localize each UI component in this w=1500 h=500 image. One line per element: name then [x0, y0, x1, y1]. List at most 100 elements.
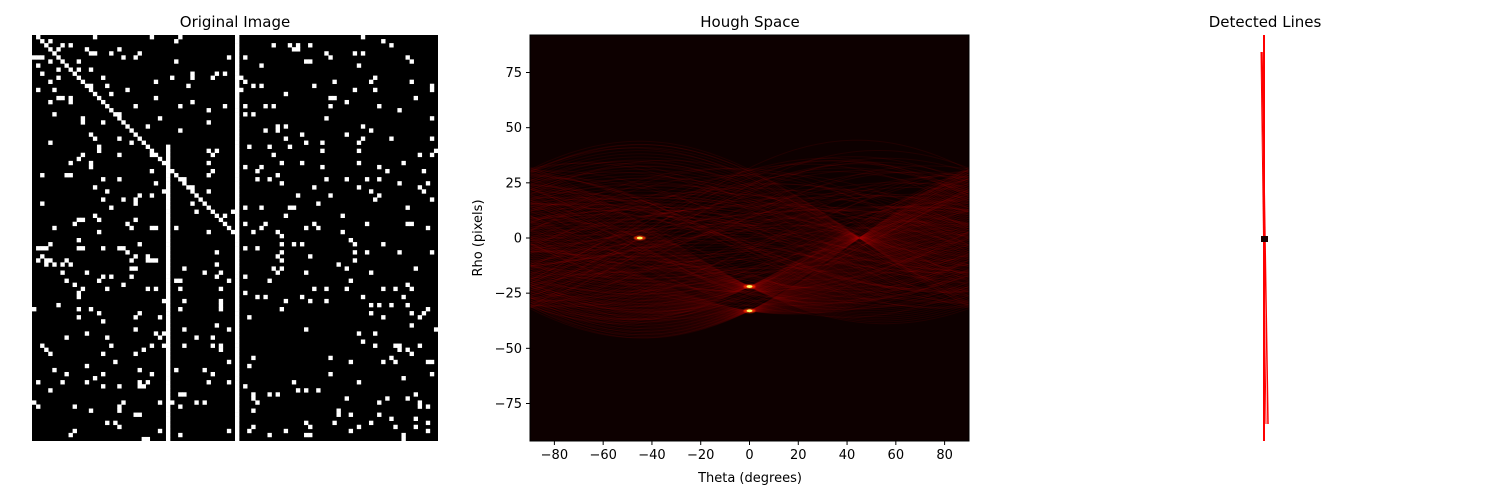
pixel: [165, 262, 171, 267]
pixel: [48, 242, 53, 247]
pixel: [405, 221, 410, 227]
pixel: [429, 371, 435, 377]
hough-curve: [530, 202, 969, 273]
hough-curve: [530, 211, 969, 289]
pixel: [194, 335, 199, 340]
pixel: [149, 193, 155, 198]
pixel: [178, 392, 183, 397]
pixel: [275, 270, 280, 275]
pixel: [235, 392, 240, 397]
pixel: [259, 205, 264, 210]
pixel: [32, 55, 37, 60]
pixel: [393, 286, 398, 292]
pixel: [295, 43, 301, 48]
pixel: [251, 392, 256, 397]
hough-curve: [530, 167, 969, 284]
hough-curve: [530, 233, 969, 245]
pixel: [165, 436, 171, 442]
pixel: [165, 189, 171, 194]
pixel: [88, 51, 94, 56]
pixel: [165, 416, 171, 421]
hough-curve: [530, 191, 969, 255]
pixel: [377, 104, 382, 109]
pixel: [429, 83, 435, 89]
pixel: [239, 75, 244, 80]
hough-curve: [530, 207, 969, 267]
pixel: [210, 209, 215, 214]
pixel: [68, 262, 73, 267]
pixel: [356, 148, 362, 154]
hough-curve: [530, 206, 969, 256]
pixel: [389, 355, 394, 361]
pixel: [235, 319, 240, 324]
pixel: [48, 47, 53, 52]
pixel: [235, 371, 240, 377]
pixel: [198, 197, 203, 202]
pixel: [68, 432, 73, 438]
pixel: [235, 209, 240, 214]
hough-curve: [530, 156, 969, 294]
hough-curve: [530, 182, 969, 287]
pixel: [235, 355, 240, 361]
hough-curve: [530, 186, 969, 311]
hough-curve: [530, 147, 969, 303]
pixel: [235, 323, 240, 328]
pixel: [425, 420, 431, 426]
pixel: [271, 152, 276, 158]
pixel: [137, 193, 142, 198]
pixel: [125, 87, 130, 93]
pixel: [348, 412, 354, 417]
pixel: [218, 286, 224, 292]
hough-curve: [530, 163, 969, 268]
pixel: [235, 359, 240, 365]
pixel: [96, 217, 102, 223]
hough-curve: [530, 168, 969, 287]
pixel: [64, 258, 69, 263]
pixel: [352, 87, 358, 93]
hough-curve: [530, 165, 969, 287]
pixel: [401, 432, 406, 438]
pixel: [255, 294, 260, 300]
pixel: [178, 307, 183, 312]
hough-curve: [530, 179, 969, 307]
pixel: [109, 343, 114, 348]
pixel: [235, 39, 240, 44]
hough-curve: [530, 209, 969, 254]
pixel: [235, 250, 240, 255]
hough-curve: [530, 183, 969, 276]
pixel: [235, 254, 240, 259]
pixel: [52, 87, 57, 93]
pixel: [105, 189, 110, 194]
pixel: [299, 132, 305, 137]
pixel: [190, 189, 195, 194]
pixel: [235, 217, 240, 223]
pixel: [165, 408, 171, 413]
pixel: [129, 128, 134, 133]
pixel: [48, 140, 53, 145]
pixel: [429, 87, 435, 93]
pixel: [364, 221, 370, 227]
pixel: [174, 225, 179, 231]
hough-curve: [530, 170, 969, 307]
pixel: [271, 266, 276, 271]
pixel: [235, 104, 240, 109]
pixel: [202, 400, 207, 405]
pixel: [235, 266, 240, 271]
pixel: [80, 116, 86, 121]
pixel: [312, 286, 317, 292]
hough-curve: [530, 214, 969, 306]
pixel: [239, 87, 244, 93]
pixel: [133, 132, 138, 137]
hough-curve: [530, 203, 969, 244]
hough-curve: [530, 218, 969, 252]
pixel: [64, 63, 69, 68]
hough-background: [530, 35, 969, 441]
pixel: [52, 367, 57, 373]
pixel: [235, 388, 240, 393]
pixel: [96, 278, 102, 283]
pixel: [279, 307, 285, 312]
hough-curve: [530, 161, 969, 306]
pixel: [304, 432, 309, 438]
pixel: [218, 307, 224, 312]
